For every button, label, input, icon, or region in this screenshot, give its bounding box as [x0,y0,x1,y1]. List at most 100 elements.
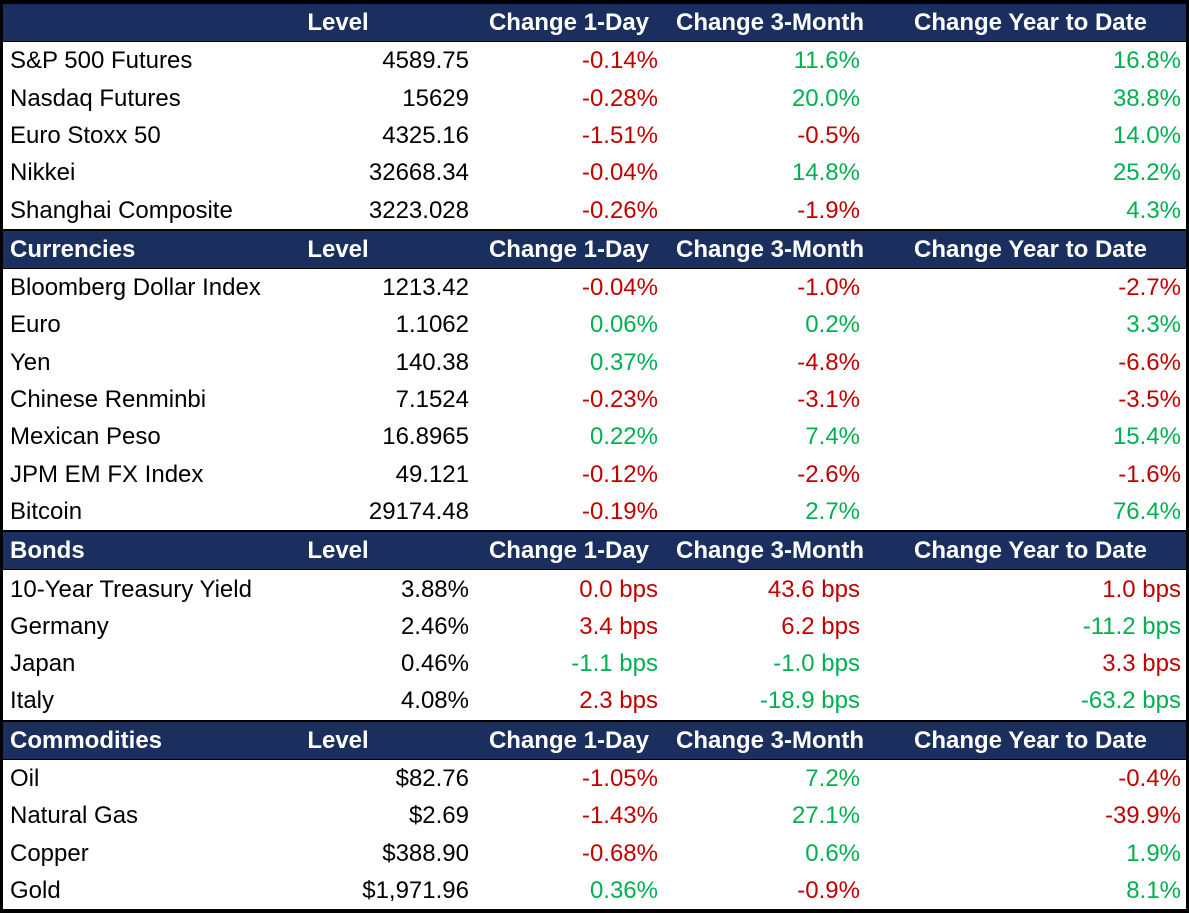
column-header-change-year-to-date: Change Year to Date [914,537,1147,565]
change-ytd-value: 25.2% [1112,159,1181,187]
change-1d-value: -0.28% [581,84,658,112]
change-1d-value: -0.26% [581,196,658,224]
level-value: 7.1524 [395,386,469,414]
level-value: 49.121 [395,460,469,488]
level-value: $388.90 [382,839,469,867]
instrument-name: Euro Stoxx 50 [10,121,161,149]
level-value: 140.38 [395,348,469,376]
level-value: 15629 [402,84,469,112]
instrument-name: Shanghai Composite [10,196,233,224]
change-1d-value: 3.4 bps [579,612,658,640]
level-value: 4.08% [400,687,469,715]
instrument-name: Mexican Peso [10,423,161,451]
column-header-change-3-month: Change 3-Month [676,726,864,754]
change-3m-value: 2.7% [805,497,860,525]
change-3m-value: -1.0 bps [773,650,860,678]
column-header-level: Level [307,726,369,754]
change-1d-value: 0.0 bps [579,575,658,603]
change-ytd-value: -2.7% [1118,274,1181,302]
change-1d-value: -0.14% [581,47,658,75]
table-row: Oil $82.76 -1.05% 7.2% -0.4% [3,759,1186,798]
column-header-change-year-to-date: Change Year to Date [914,235,1147,263]
change-3m-value: 7.2% [805,764,860,792]
change-1d-value: 0.22% [589,423,658,451]
section-header-row: Bonds Level Change 1-Day Change 3-Month Chan… [3,530,1186,571]
instrument-name: Gold [10,876,61,904]
instrument-name: Germany [10,612,109,640]
change-ytd-value: 76.4% [1112,497,1181,525]
change-3m-value: 0.6% [805,839,860,867]
table-row: Germany 2.46% 3.4 bps 6.2 bps -11.2 bps [3,607,1186,646]
table-row: Copper $388.90 -0.68% 0.6% 1.9% [3,834,1186,872]
instrument-name: Italy [10,687,55,715]
change-ytd-value: 38.8% [1112,84,1181,112]
change-3m-value: 43.6 bps [767,575,860,603]
change-1d-value: -0.68% [581,839,658,867]
table-row: Euro Stoxx 50 4325.16 -1.51% -0.5% 14.0% [3,116,1186,155]
level-value: 1.1062 [395,311,469,339]
table-row: Nasdaq Futures 15629 -0.28% 20.0% 38.8% [3,79,1186,117]
column-header-change-year-to-date: Change Year to Date [914,726,1147,754]
table-row: Natural Gas $2.69 -1.43% 27.1% -39.9% [3,797,1186,835]
section-title: Commodities [10,726,163,754]
table-row: Yen 140.38 0.37% -4.8% -6.6% [3,343,1186,381]
table-row: S&P 500 Futures 4589.75 -0.14% 11.6% 16.8% [3,42,1186,80]
change-ytd-value: -3.5% [1118,386,1181,414]
change-ytd-value: 15.4% [1112,423,1181,451]
column-header-row: Level Change 1-Day Change 3-Month Change Ye… [3,4,1186,43]
table-row: Bitcoin 29174.48 -0.19% 2.7% 76.4% [3,492,1186,531]
change-1d-value: -0.04% [581,159,658,187]
change-1d-value: -1.05% [581,764,658,792]
column-header-change-3-month: Change 3-Month [676,235,864,263]
change-3m-value: -2.6% [797,460,860,488]
level-value: $2.69 [408,802,469,830]
section-header-row: Currencies Level Change 1-Day Change 3-Mont… [3,228,1186,270]
change-1d-value: -0.12% [581,460,658,488]
column-header-change-1-day: Change 1-Day [488,9,650,37]
column-header-level: Level [307,235,369,263]
column-header-change-3-month: Change 3-Month [676,537,864,565]
level-value: 4589.75 [382,47,469,75]
column-header-change-3-month: Change 3-Month [676,9,864,37]
level-value: 1213.42 [382,274,469,302]
column-header-change-year-to-date: Change Year to Date [914,9,1147,37]
table-row: 10-Year Treasury Yield 3.88% 0.0 bps 43.6 b… [3,570,1186,608]
change-3m-value: -1.0% [797,274,860,302]
change-3m-value: 0.2% [805,311,860,339]
change-3m-value: -0.9% [797,876,860,904]
change-ytd-value: 8.1% [1126,876,1181,904]
instrument-name: Yen [10,348,51,376]
instrument-name: Nikkei [10,159,76,187]
table-row: Chinese Renminbi 7.1524 -0.23% -3.1% -3.5% [3,380,1186,419]
instrument-name: Bloomberg Dollar Index [10,274,261,302]
change-ytd-value: 3.3 bps [1102,650,1181,678]
instrument-name: Japan [10,650,76,678]
change-3m-value: -4.8% [797,348,860,376]
table-row: Mexican Peso 16.8965 0.22% 7.4% 15.4% [3,418,1186,456]
column-header-level: Level [307,537,369,565]
change-ytd-value: -0.4% [1118,764,1181,792]
change-1d-value: 0.06% [589,311,658,339]
instrument-name: JPM EM FX Index [10,460,204,488]
table-row: Italy 4.08% 2.3 bps -18.9 bps -63.2 bps [3,682,1186,720]
instrument-name: Oil [10,764,40,792]
change-3m-value: 7.4% [805,423,860,451]
table-row: Gold $1,971.96 0.36% -0.9% 8.1% [3,871,1186,909]
table-row: Japan 0.46% -1.1 bps -1.0 bps 3.3 bps [3,645,1186,683]
column-header-level: Level [307,9,369,37]
table-row: Nikkei 32668.34 -0.04% 14.8% 25.2% [3,154,1186,192]
change-ytd-value: -11.2 bps [1082,612,1181,640]
level-value: $82.76 [395,764,469,792]
table-row: Bloomberg Dollar Index 1213.42 -0.04% -1.0%… [3,269,1186,307]
change-ytd-value: 1.9% [1126,839,1181,867]
change-3m-value: -18.9 bps [759,687,860,715]
table-row: Euro 1.1062 0.06% 0.2% 3.3% [3,306,1186,344]
change-ytd-value: 16.8% [1112,47,1181,75]
level-value: 32668.34 [368,159,469,187]
table-row: JPM EM FX Index 49.121 -0.12% -2.6% -1.6% [3,455,1186,493]
level-value: 4325.16 [382,121,469,149]
change-1d-value: -1.1 bps [571,650,658,678]
change-3m-value: 27.1% [791,802,860,830]
change-ytd-value: 4.3% [1126,196,1181,224]
